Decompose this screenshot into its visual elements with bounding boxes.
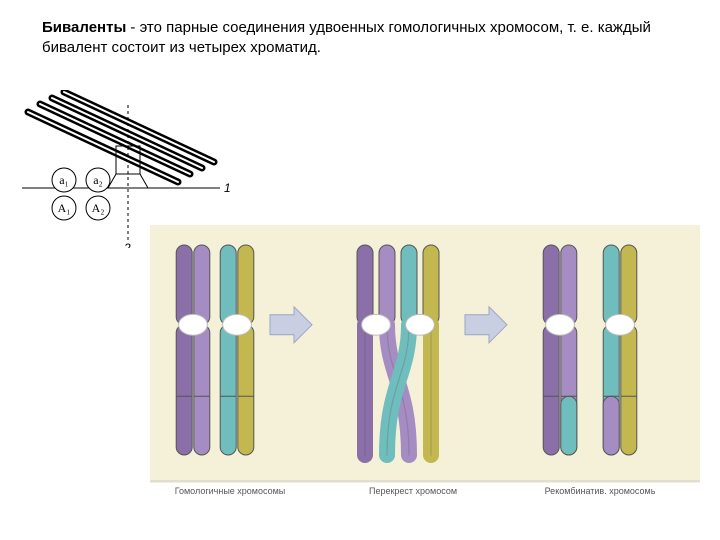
label-A2: A₂ [92,201,105,215]
label-a1: a₁ [59,173,69,187]
label-a2: a₂ [93,173,103,187]
page: { "text": { "term": "Биваленты", "defini… [0,0,720,540]
caption-panel-3: Рекомбинатив. хромосомь [525,486,675,496]
caption-panel-2: Перекрест хромосом [338,486,488,496]
definition-body: - это парные соединения удвоенных гомоло… [42,19,651,56]
crossover-diagram [150,225,700,505]
label-A1: A₁ [58,201,71,215]
term: Биваленты [42,19,126,36]
definition-text: Биваленты - это парные соединения удвоен… [42,18,682,59]
axis2-label: 2 [123,241,131,248]
axis1-label: 1 [224,181,231,195]
caption-panel-1: Гомологичные хромосомы [155,486,305,496]
